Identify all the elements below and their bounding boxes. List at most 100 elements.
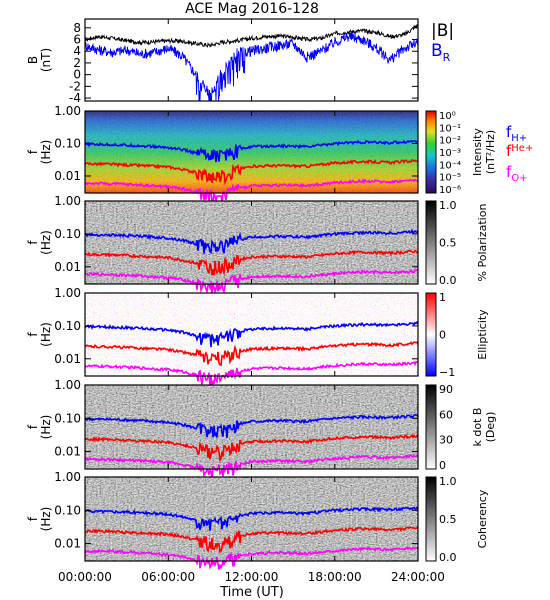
y-axis-label: f [26, 332, 40, 337]
y-tick-label: 0.10 [54, 137, 81, 151]
mag-plot-area [85, 19, 418, 101]
colorbar-tick-label: 0.5 [439, 513, 457, 526]
colorbar-unit: (nT²/Hz) [484, 130, 497, 174]
y-tick-label: 0 [73, 68, 81, 82]
y-tick-label: 1.00 [54, 286, 81, 300]
colorbar-tick-label: 10⁻² [439, 136, 461, 147]
colorbar-intensity [425, 110, 437, 194]
colorbar-tick-label: 10⁻¹ [439, 123, 461, 134]
x-tick-label: 24:00:00 [391, 570, 445, 584]
x-tick-label: 00:00:00 [58, 570, 112, 584]
colorbar-tick-label: 10⁻³ [439, 148, 461, 159]
y-tick-label: 6 [73, 33, 81, 47]
colorbar-tick-label: 0.0 [439, 274, 457, 287]
y-tick-label: 4 [73, 44, 81, 58]
y-axis-unit: (Hz) [39, 140, 53, 165]
panel-ellipticity: 1.00 0.10 0.01 1 0 −1 Ellipticity f (Hz) [26, 286, 489, 388]
colorbar-tick-label: 1.0 [439, 475, 457, 488]
colorbar-tick-label: 0.5 [439, 237, 457, 250]
series-line-b-r [84, 32, 419, 102]
y-tick-label: 0.10 [54, 503, 81, 517]
series-line-f-he [84, 158, 419, 186]
series-line-f-he [84, 341, 419, 367]
series-line-f-h [84, 506, 419, 531]
series-line-f-o [84, 268, 418, 295]
panel-coherency: 1.00 0.10 0.01 1.0 0.5 0.0 Coherency f (Hz) [26, 470, 489, 570]
y-tick-label: 1.00 [54, 194, 81, 208]
legend-f-o: fO+ [506, 163, 528, 184]
y-axis-unit: (nT) [39, 48, 53, 72]
series-line-f-h [84, 320, 419, 348]
x-tick-label: 06:00:00 [141, 570, 195, 584]
legend-f-he-label: fHe+ [506, 142, 533, 160]
panel-polarization: 1.00 0.10 0.01 1.0 0.5 0.0 % Polarization f (Hz) [26, 194, 489, 295]
y-axis-unit: (Hz) [39, 415, 53, 440]
colorbar-tick-label: 10⁻⁴ [439, 160, 461, 171]
y-tick-label: 0.01 [54, 260, 81, 274]
y-tick-label: 0.01 [54, 537, 81, 551]
x-axis: 00:00:00 06:00:00 12:00:00 18:00:00 24:00:00 [58, 570, 445, 584]
legend-b-total: |B| [431, 21, 454, 41]
colorbar-coherency [425, 476, 437, 562]
series-line-f-he [84, 249, 419, 276]
y-tick-label: 1.00 [54, 470, 81, 484]
colorbar-unit: (Deg) [484, 412, 497, 443]
y-tick-label: -4 [69, 91, 81, 105]
figure-title: ACE Mag 2016-128 [185, 1, 319, 17]
y-tick-label: 1.00 [54, 104, 81, 118]
series-line-f-h [84, 413, 419, 439]
y-tick-label: 1.00 [54, 378, 81, 392]
y-tick-label: 0.01 [54, 169, 81, 183]
spectrogram-coherency [85, 477, 418, 561]
y-axis-unit: (Hz) [39, 322, 53, 347]
x-tick-label: 12:00:00 [225, 570, 279, 584]
colorbar-tick-label: 10⁻⁶ [439, 185, 461, 196]
y-tick-label: -2 [69, 79, 81, 93]
y-tick-label: 0.01 [54, 352, 81, 366]
y-tick-label: 8 [73, 21, 81, 35]
spectrogram-texture [85, 111, 418, 193]
series-line-f-o [84, 454, 419, 480]
legend-f-he: fHe+ [506, 142, 533, 160]
legend-b-total-label: |B| [431, 21, 454, 41]
y-axis-label: f [26, 516, 40, 521]
series-line-b-total [84, 24, 419, 48]
y-axis-label: f [26, 240, 40, 245]
series-line-f-o [84, 545, 419, 570]
colorbar-label: Coherency [476, 489, 489, 548]
legend-f-h: fH+ [506, 123, 527, 144]
series-line-f-o [84, 178, 419, 205]
x-axis-label: Time (UT) [219, 585, 284, 600]
colorbar-tick-label: 90 [439, 383, 453, 396]
y-tick-label: 2 [73, 56, 81, 70]
y-axis-unit: (Hz) [39, 230, 53, 255]
y-axis-label: f [26, 424, 40, 429]
colorbar-tick-label: 10⁰ [439, 111, 456, 122]
series-line-f-he [84, 526, 419, 554]
colorbar-tick-label: 0.0 [439, 551, 457, 564]
colorbar-kdotb [425, 384, 437, 470]
legend-b-r-label: BR [431, 41, 451, 64]
colorbar-polarization [425, 200, 437, 285]
colorbar-ellipticity [425, 292, 437, 377]
spectrogram-kdotb [85, 385, 418, 469]
colorbar-tick-label: 30 [439, 434, 453, 447]
colorbar-tick-label: 60 [439, 408, 453, 421]
y-axis-unit: (Hz) [39, 507, 53, 532]
colorbar-label: Ellipticity [476, 309, 489, 360]
legend-f-h-label: fH+ [506, 123, 527, 144]
y-tick-label: 0.10 [54, 227, 81, 241]
colorbar-label: % Polarization [476, 204, 489, 282]
series-line-f-h [84, 228, 419, 255]
colorbar-tick-label: 1.0 [439, 199, 457, 212]
y-tick-label: 0.10 [54, 319, 81, 333]
y-tick-label: 0.10 [54, 411, 81, 425]
y-axis-label: f [26, 149, 40, 154]
series-line-f-he [84, 433, 419, 463]
colorbar-tick-label: 10⁻⁵ [439, 173, 461, 184]
colorbar-tick-label: 0 [439, 459, 446, 472]
colorbar-label: k dot B [471, 408, 484, 447]
